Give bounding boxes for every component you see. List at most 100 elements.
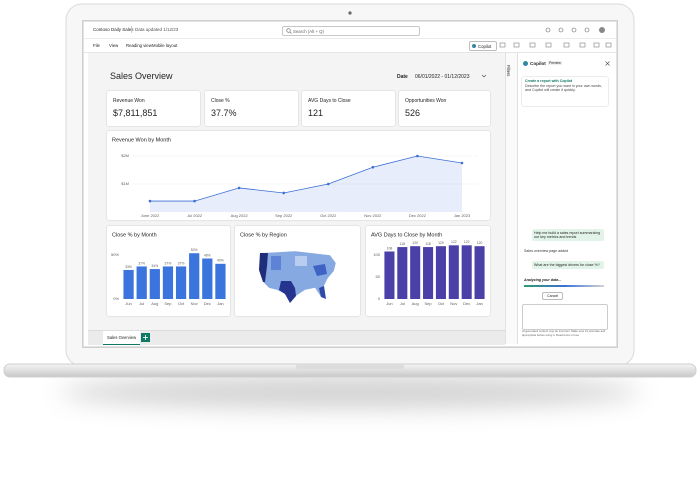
x-tick-label: Jun — [386, 301, 392, 306]
report-name: Contoso Daily Sales — [93, 27, 134, 32]
tab-bar: Sales Overview — [88, 330, 505, 345]
x-tick-label: Sep — [164, 301, 172, 306]
copilot-label: Copilot — [478, 43, 492, 49]
tab-label: Sales Overview — [107, 335, 137, 340]
close-chart: Close % by Month 0% 50% 33% Jun 37% Jul 34% Aug 3… — [107, 226, 230, 316]
x-tick-label: Oct — [438, 301, 445, 306]
camera — [348, 11, 352, 15]
value-label: 34% — [151, 264, 158, 268]
region — [259, 253, 268, 282]
bar — [397, 247, 408, 299]
kpi-label: Close % — [211, 98, 230, 104]
point — [193, 199, 196, 203]
x-tick-label: Nov — [450, 301, 457, 306]
close-icon[interactable] — [605, 61, 610, 66]
bar — [384, 251, 395, 299]
kpi-card: Revenue Won $7,811,851 — [107, 91, 200, 126]
bar — [175, 266, 187, 299]
menu-item[interactable]: View — [109, 43, 119, 48]
preview-badge: Preview — [548, 61, 562, 65]
copilot-button[interactable]: Copilot — [469, 41, 497, 51]
bar — [215, 263, 226, 299]
area — [150, 156, 462, 212]
point — [237, 186, 241, 190]
bar — [448, 245, 459, 299]
kpi-value: $7,811,851 — [113, 108, 158, 118]
intro-text: Describe the report you want in your own… — [525, 83, 602, 93]
separator — [131, 26, 132, 33]
kpi-card: Opportunities Won 526 — [399, 91, 490, 126]
value-label: 37% — [138, 261, 145, 265]
value-label: 118 — [400, 242, 406, 246]
y-tick-label: $2M — [121, 153, 129, 158]
point — [371, 165, 375, 169]
menu-item[interactable]: Mobile layout — [152, 43, 178, 48]
cancel-button[interactable]: Cancel — [542, 292, 564, 300]
x-tick-label: Jul — [139, 301, 144, 306]
point — [148, 199, 152, 203]
status: Analyzing your data... — [524, 278, 562, 282]
disclaimer: AI-generated content may be incorrect. M… — [522, 329, 606, 337]
days-chart: AVG Days to Close by Month 0 50 100 108 Jun 11… — [366, 226, 490, 316]
bar — [474, 246, 485, 299]
value-label: 37% — [165, 261, 172, 265]
x-tick-label: Aug 2022 — [231, 213, 249, 218]
kpi-card: Close % 37.7% — [205, 91, 298, 126]
region — [313, 264, 327, 276]
x-tick-label: Nov — [191, 301, 198, 306]
x-tick-label: Aug — [151, 301, 158, 306]
x-tick-label: Dec — [463, 301, 470, 306]
prompt-input[interactable] — [522, 304, 608, 330]
updated[interactable]: Data updated 1/12/23 — [135, 27, 179, 32]
value-label: 118 — [425, 242, 431, 246]
kpi-value: 526 — [405, 108, 421, 118]
value-label: 52% — [191, 248, 198, 252]
add-page[interactable] — [141, 333, 150, 342]
x-tick-label: Jul 2022 — [187, 213, 203, 218]
chevron — [481, 74, 487, 78]
chart-title: Close % by Month — [112, 232, 157, 238]
x-tick-label: Sep — [425, 301, 433, 306]
search-box[interactable]: Search (Alt + Q) — [282, 26, 420, 36]
menu-item[interactable]: File — [93, 43, 100, 48]
result-message: Sales overview page added — [524, 249, 569, 253]
x-tick-label: Jul — [400, 301, 405, 306]
value-label: 108 — [387, 246, 393, 250]
shadow — [60, 376, 640, 408]
copilot-icon — [472, 44, 476, 48]
kpi-label: Revenue Won — [113, 98, 145, 104]
intro-title: Create a report with Copilot — [525, 79, 573, 83]
filters-pane[interactable]: Filters — [505, 53, 517, 344]
value-label: 122 — [464, 240, 470, 244]
x-tick-label: Jan 2023 — [454, 213, 471, 218]
kpi-value: 37.7% — [211, 108, 237, 118]
value-label: 120 — [438, 241, 444, 245]
bar — [149, 269, 160, 299]
toolbar-icons[interactable] — [544, 26, 612, 34]
value-label: 122 — [451, 240, 457, 244]
date-range[interactable]: 06/01/2022 - 01/12/2023 — [415, 74, 470, 80]
x-tick-label: Jan — [476, 301, 482, 306]
y-tick-label: 100 — [373, 252, 380, 257]
menu-icons[interactable] — [498, 42, 614, 49]
date-label: Date — [397, 74, 408, 80]
x-tick-label: Oct 2022 — [320, 213, 337, 218]
revenue-chart: Revenue Won by Month $1M $2M June 2022 Jul 2… — [107, 131, 490, 220]
chart-title: Close % by Region — [240, 232, 287, 238]
menu-item[interactable]: Reading view — [126, 43, 152, 48]
x-tick-label: Dec 2022 — [409, 213, 427, 218]
y-tick-label: 50% — [111, 252, 119, 257]
region — [319, 286, 326, 299]
value-label: 46% — [204, 253, 211, 257]
region — [295, 256, 307, 266]
page-tab[interactable]: Sales Overview — [103, 331, 140, 345]
value-label: 120 — [412, 241, 418, 245]
point — [460, 161, 464, 165]
kpi-value: 121 — [308, 108, 324, 118]
kpi-label: Opportunities Won — [405, 98, 447, 104]
notch — [296, 364, 404, 369]
screen: Contoso Daily Sales Data updated 1/12/23… — [84, 22, 616, 346]
region — [279, 281, 296, 303]
y-tick-label: 0% — [113, 296, 119, 301]
bar — [202, 258, 213, 299]
